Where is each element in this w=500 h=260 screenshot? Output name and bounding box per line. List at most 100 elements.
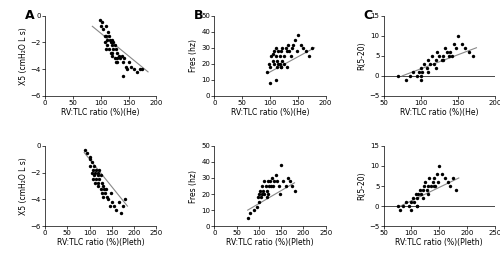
Point <box>88 171 96 175</box>
Point <box>277 49 285 53</box>
Point <box>116 56 124 61</box>
Point <box>269 58 277 63</box>
Point <box>412 192 420 196</box>
Point <box>428 54 436 58</box>
Point <box>99 195 107 199</box>
Point <box>294 33 302 37</box>
Point <box>402 78 410 82</box>
Point <box>396 208 404 212</box>
Point <box>454 34 462 38</box>
Point <box>101 40 109 44</box>
Point <box>424 58 432 62</box>
Point <box>266 81 274 85</box>
Point <box>136 67 143 71</box>
Point <box>420 62 428 66</box>
Point <box>416 188 424 192</box>
Point <box>272 179 280 183</box>
Point <box>416 78 424 82</box>
Point <box>446 184 454 188</box>
Point <box>452 188 460 192</box>
Point <box>305 54 313 58</box>
Point <box>267 54 275 58</box>
Point <box>89 168 97 172</box>
Point <box>265 62 273 66</box>
Point <box>291 38 299 42</box>
Point <box>94 171 102 175</box>
Point <box>296 42 304 47</box>
Point <box>465 50 473 54</box>
Point <box>81 148 89 152</box>
Point <box>449 176 457 180</box>
Point <box>413 204 421 208</box>
Point <box>119 60 127 64</box>
Point <box>446 50 454 54</box>
Point <box>290 42 298 47</box>
Point <box>105 47 113 51</box>
Point <box>133 70 141 74</box>
Point <box>254 195 262 199</box>
Point <box>89 177 97 181</box>
Point <box>432 66 440 70</box>
Point <box>269 184 277 188</box>
Point <box>264 179 272 183</box>
Point <box>408 196 416 200</box>
Point <box>96 24 104 28</box>
Point <box>108 200 116 204</box>
Point <box>280 62 288 66</box>
Point <box>272 54 280 58</box>
Point <box>418 196 426 200</box>
Point <box>410 70 418 74</box>
Point <box>104 38 112 42</box>
Point <box>418 70 426 74</box>
Point <box>280 54 288 58</box>
Point <box>438 172 446 176</box>
Point <box>444 180 452 184</box>
Point <box>118 54 126 58</box>
Point <box>96 17 104 22</box>
Point <box>277 65 285 69</box>
Point <box>100 187 108 191</box>
Point <box>441 176 449 180</box>
Point <box>88 160 96 164</box>
Point <box>108 43 116 47</box>
Point <box>433 50 441 54</box>
Point <box>282 184 290 188</box>
Point <box>262 184 270 188</box>
Point <box>288 184 296 188</box>
Point <box>434 180 442 184</box>
X-axis label: RV:TLC ratio (%)(He): RV:TLC ratio (%)(He) <box>62 108 140 116</box>
Point <box>462 46 469 50</box>
Point <box>300 46 308 50</box>
Point <box>86 154 94 159</box>
Point <box>109 47 117 51</box>
Point <box>108 54 116 58</box>
Y-axis label: X5 (cmH₂O L s): X5 (cmH₂O L s) <box>18 157 28 215</box>
Point <box>282 49 290 53</box>
Point <box>124 60 132 64</box>
Point <box>104 30 112 34</box>
Point <box>128 64 136 69</box>
Point <box>414 192 422 196</box>
Y-axis label: R(5-20): R(5-20) <box>358 42 366 70</box>
Point <box>272 78 280 82</box>
Point <box>438 58 446 62</box>
Point <box>122 64 130 69</box>
Point <box>101 191 109 195</box>
Point <box>114 54 122 58</box>
Point <box>124 67 132 71</box>
Point <box>448 54 456 58</box>
Point <box>110 56 118 61</box>
Point <box>258 184 266 188</box>
Point <box>277 163 285 167</box>
Point <box>91 181 99 185</box>
X-axis label: RV:TLC ratio (%)(He): RV:TLC ratio (%)(He) <box>400 108 478 116</box>
Point <box>100 27 108 31</box>
Point <box>105 34 113 38</box>
Point <box>292 49 300 53</box>
Point <box>394 74 402 78</box>
Point <box>106 40 114 44</box>
Point <box>96 177 104 181</box>
Point <box>428 180 436 184</box>
Point <box>90 173 98 177</box>
Point <box>276 192 284 196</box>
